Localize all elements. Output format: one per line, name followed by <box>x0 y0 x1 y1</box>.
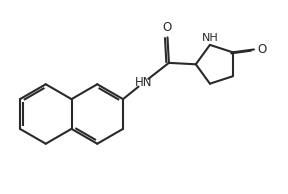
Text: HN: HN <box>135 76 152 89</box>
Text: NH: NH <box>202 34 218 43</box>
Text: O: O <box>258 43 267 56</box>
Text: O: O <box>163 21 172 34</box>
